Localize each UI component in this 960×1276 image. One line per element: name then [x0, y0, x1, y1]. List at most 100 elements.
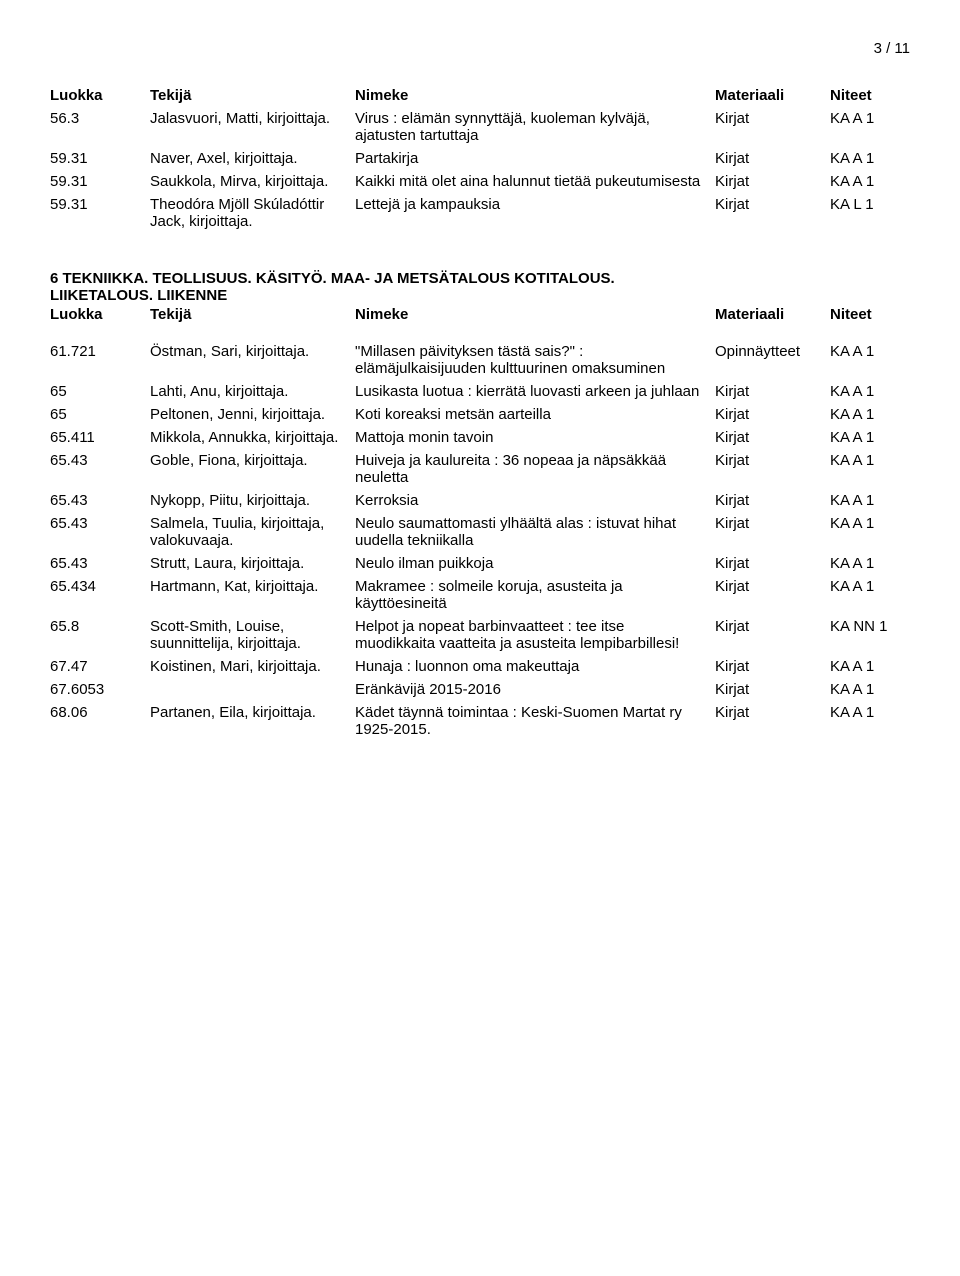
cell-niteet: KA A 1 — [830, 452, 910, 469]
cell-tekija: Theodóra Mjöll Skúladóttir Jack, kirjoit… — [150, 196, 355, 230]
cell-nimeke: Koti koreaksi metsän aarteilla — [355, 406, 715, 423]
cell-nimeke: Neulo saumattomasti ylhäältä alas : istu… — [355, 515, 715, 549]
cell-luokka: 59.31 — [50, 196, 150, 213]
cell-nimeke: Mattoja monin tavoin — [355, 429, 715, 446]
cell-luokka: 59.31 — [50, 150, 150, 167]
cell-niteet: KA A 1 — [830, 658, 910, 675]
table-header-row: Luokka Tekijä Nimeke Materiaali Niteet — [50, 87, 910, 104]
cell-nimeke: Neulo ilman puikkoja — [355, 555, 715, 572]
cell-niteet: KA A 1 — [830, 515, 910, 532]
cell-materiaali: Kirjat — [715, 173, 830, 190]
cell-tekija: Lahti, Anu, kirjoittaja. — [150, 383, 355, 400]
cell-luokka: 67.6053 — [50, 681, 150, 698]
table-row: 65.434Hartmann, Kat, kirjoittaja.Makrame… — [50, 578, 910, 612]
cell-luokka: 65 — [50, 406, 150, 423]
cell-tekija: Mikkola, Annukka, kirjoittaja. — [150, 429, 355, 446]
cell-materiaali: Kirjat — [715, 555, 830, 572]
cell-tekija: Östman, Sari, kirjoittaja. — [150, 343, 355, 360]
cell-nimeke: Kaikki mitä olet aina halunnut tietää pu… — [355, 173, 715, 190]
section-heading-line1: 6 TEKNIIKKA. TEOLLISUUS. KÄSITYÖ. MAA- J… — [50, 270, 910, 287]
cell-luokka: 65.43 — [50, 555, 150, 572]
cell-niteet: KA A 1 — [830, 343, 910, 360]
cell-niteet: KA L 1 — [830, 196, 910, 213]
col-header-tekija: Tekijä — [150, 87, 355, 104]
table-row: 65.43Goble, Fiona, kirjoittaja.Huiveja j… — [50, 452, 910, 486]
cell-nimeke: Lusikasta luotua : kierrätä luovasti ark… — [355, 383, 715, 400]
cell-materiaali: Kirjat — [715, 515, 830, 532]
cell-tekija: Jalasvuori, Matti, kirjoittaja. — [150, 110, 355, 127]
cell-materiaali: Kirjat — [715, 452, 830, 469]
cell-niteet: KA NN 1 — [830, 618, 910, 635]
cell-tekija: Scott-Smith, Louise, suunnittelija, kirj… — [150, 618, 355, 652]
cell-materiaali: Kirjat — [715, 658, 830, 675]
cell-luokka: 65.43 — [50, 452, 150, 469]
table-row: 56.3Jalasvuori, Matti, kirjoittaja.Virus… — [50, 110, 910, 144]
col-header-nimeke: Nimeke — [355, 306, 715, 323]
table-row: 67.47Koistinen, Mari, kirjoittaja.Hunaja… — [50, 658, 910, 675]
cell-niteet: KA A 1 — [830, 150, 910, 167]
cell-tekija: Strutt, Laura, kirjoittaja. — [150, 555, 355, 572]
cell-materiaali: Kirjat — [715, 681, 830, 698]
cell-nimeke: Kädet täynnä toimintaa : Keski-Suomen Ma… — [355, 704, 715, 738]
cell-niteet: KA A 1 — [830, 406, 910, 423]
cell-niteet: KA A 1 — [830, 110, 910, 127]
cell-tekija: Koistinen, Mari, kirjoittaja. — [150, 658, 355, 675]
cell-luokka: 68.06 — [50, 704, 150, 721]
cell-materiaali: Kirjat — [715, 578, 830, 595]
cell-niteet: KA A 1 — [830, 578, 910, 595]
table-header-row: Luokka Tekijä Nimeke Materiaali Niteet — [50, 306, 910, 323]
cell-tekija: Partanen, Eila, kirjoittaja. — [150, 704, 355, 721]
cell-niteet: KA A 1 — [830, 173, 910, 190]
table-row: 68.06Partanen, Eila, kirjoittaja.Kädet t… — [50, 704, 910, 738]
cell-nimeke: Helpot ja nopeat barbinvaatteet : tee it… — [355, 618, 715, 652]
cell-tekija: Hartmann, Kat, kirjoittaja. — [150, 578, 355, 595]
cell-nimeke: Kerroksia — [355, 492, 715, 509]
col-header-materiaali: Materiaali — [715, 87, 830, 104]
col-header-luokka: Luokka — [50, 87, 150, 104]
table-row: 65.43Salmela, Tuulia, kirjoittaja, valok… — [50, 515, 910, 549]
cell-nimeke: Virus : elämän synnyttäjä, kuoleman kylv… — [355, 110, 715, 144]
cell-nimeke: Hunaja : luonnon oma makeuttaja — [355, 658, 715, 675]
cell-materiaali: Kirjat — [715, 429, 830, 446]
cell-tekija: Naver, Axel, kirjoittaja. — [150, 150, 355, 167]
section-heading: 6 TEKNIIKKA. TEOLLISUUS. KÄSITYÖ. MAA- J… — [50, 270, 910, 304]
cell-niteet: KA A 1 — [830, 429, 910, 446]
table-row: 65Lahti, Anu, kirjoittaja.Lusikasta luot… — [50, 383, 910, 400]
cell-nimeke: Lettejä ja kampauksia — [355, 196, 715, 213]
cell-nimeke: Makramee : solmeile koruja, asusteita ja… — [355, 578, 715, 612]
cell-luokka: 65.434 — [50, 578, 150, 595]
col-header-nimeke: Nimeke — [355, 87, 715, 104]
cell-niteet: KA A 1 — [830, 681, 910, 698]
cell-luokka: 56.3 — [50, 110, 150, 127]
table-row: 65.411Mikkola, Annukka, kirjoittaja.Matt… — [50, 429, 910, 446]
table-row: 67.6053Eränkävijä 2015-2016KirjatKA A 1 — [50, 681, 910, 698]
cell-nimeke: Huiveja ja kaulureita : 36 nopeaa ja näp… — [355, 452, 715, 486]
cell-luokka: 67.47 — [50, 658, 150, 675]
cell-tekija: Peltonen, Jenni, kirjoittaja. — [150, 406, 355, 423]
table-row: 61.721Östman, Sari, kirjoittaja."Millase… — [50, 343, 910, 377]
cell-materiaali: Kirjat — [715, 492, 830, 509]
cell-luokka: 59.31 — [50, 173, 150, 190]
cell-tekija: Goble, Fiona, kirjoittaja. — [150, 452, 355, 469]
col-header-tekija: Tekijä — [150, 306, 355, 323]
cell-niteet: KA A 1 — [830, 383, 910, 400]
col-header-niteet: Niteet — [830, 87, 910, 104]
cell-niteet: KA A 1 — [830, 492, 910, 509]
section-heading-line2: LIIKETALOUS. LIIKENNE — [50, 287, 910, 304]
table-row: 59.31Saukkola, Mirva, kirjoittaja.Kaikki… — [50, 173, 910, 190]
cell-niteet: KA A 1 — [830, 555, 910, 572]
cell-materiaali: Kirjat — [715, 618, 830, 635]
cell-luokka: 65.411 — [50, 429, 150, 446]
table-row: 59.31Theodóra Mjöll Skúladóttir Jack, ki… — [50, 196, 910, 230]
col-header-materiaali: Materiaali — [715, 306, 830, 323]
col-header-niteet: Niteet — [830, 306, 910, 323]
cell-niteet: KA A 1 — [830, 704, 910, 721]
cell-materiaali: Opinnäytteet — [715, 343, 830, 360]
cell-luokka: 65.43 — [50, 515, 150, 532]
table-row: 65.8Scott-Smith, Louise, suunnittelija, … — [50, 618, 910, 652]
col-header-luokka: Luokka — [50, 306, 150, 323]
cell-luokka: 65.8 — [50, 618, 150, 635]
cell-materiaali: Kirjat — [715, 704, 830, 721]
cell-nimeke: Partakirja — [355, 150, 715, 167]
cell-materiaali: Kirjat — [715, 110, 830, 127]
